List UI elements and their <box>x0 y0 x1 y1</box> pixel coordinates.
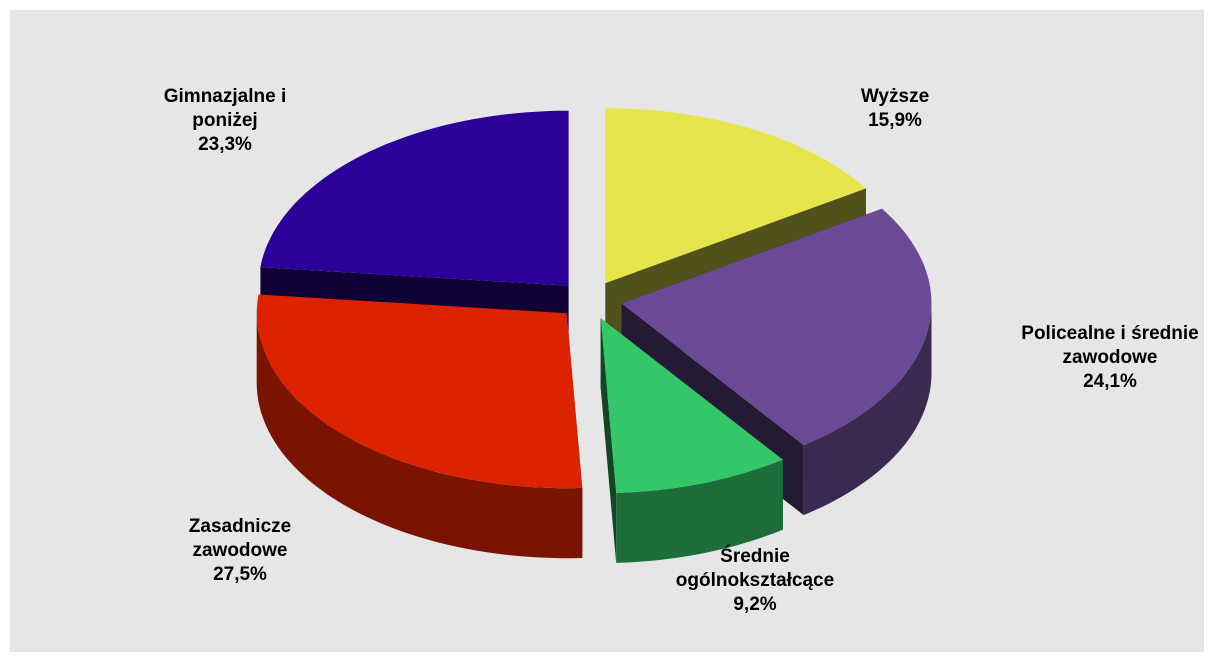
value-label: 24,1% <box>1083 371 1137 392</box>
slice-top <box>621 208 932 446</box>
data-label: Gimnazjalne i poniżej 23,3% <box>140 85 310 157</box>
slice-top <box>605 108 866 284</box>
slice <box>600 318 783 563</box>
data-label: Policealne i średnie zawodowe 24,1% <box>1000 322 1214 394</box>
slice <box>256 294 583 559</box>
category-label: Wyższe <box>860 86 930 107</box>
slice-wall <box>616 459 783 563</box>
value-label: 15,9% <box>868 110 922 131</box>
slice-top <box>256 294 583 489</box>
data-label: Wyższe 15,9% <box>835 85 955 133</box>
data-label: Zasadnicze zawodowe 27,5% <box>160 515 320 587</box>
value-label: 23,3% <box>198 134 252 155</box>
value-label: 27,5% <box>213 564 267 585</box>
data-label: Średnie ogólnokształcące 9,2% <box>665 545 845 617</box>
slice-wall <box>256 313 583 559</box>
category-label: Zasadnicze zawodowe <box>188 516 292 561</box>
value-label: 9,2% <box>733 594 777 615</box>
category-label: Średnie ogólnokształcące <box>675 546 835 591</box>
category-label: Gimnazjalne i poniżej <box>163 86 287 131</box>
slice-top <box>600 318 783 493</box>
slice-side <box>600 318 617 563</box>
slice-top <box>260 110 569 286</box>
slice-wall <box>803 303 932 516</box>
category-label: Policealne i średnie zawodowe <box>1021 323 1199 368</box>
